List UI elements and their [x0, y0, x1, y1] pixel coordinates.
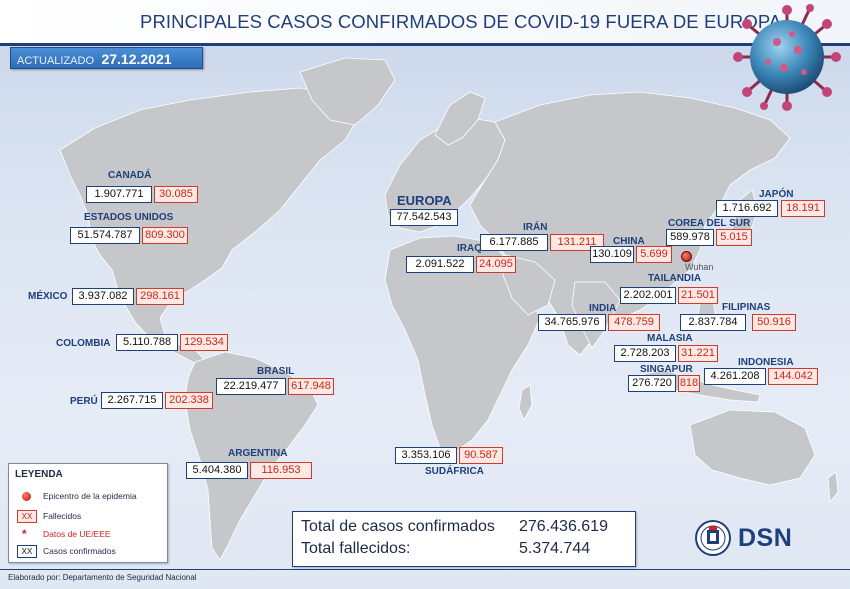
legend: LEYENDA Epicentro de la epidemia XX Fall…: [8, 463, 168, 563]
deaths-box-indonesia: 144.042: [768, 368, 818, 385]
asterisk-icon: *: [22, 527, 27, 541]
deaths-box-malasia: 31.221: [678, 345, 718, 362]
cases-box-europa: 77.542.543: [390, 209, 458, 226]
region-label-mexico: MÉXICO: [28, 291, 68, 302]
legend-cases-sample: XX: [17, 545, 37, 558]
region-label-canada: CANADÁ: [108, 170, 152, 181]
cases-box-mexico: 3.937.082: [72, 288, 134, 305]
cases-box-colombia: 5.110.788: [116, 334, 178, 351]
updated-date: 27.12.2021: [101, 51, 172, 67]
wuhan-label: Wuhan: [685, 262, 714, 272]
region-label-china: CHINA: [613, 236, 645, 247]
deaths-box-peru: 202.338: [165, 392, 213, 409]
region-label-peru: PERÚ: [70, 396, 98, 407]
region-label-singapur: SINGAPUR: [640, 364, 693, 375]
australia-landmass: [689, 409, 816, 486]
region-label-indonesia: INDONESIA: [738, 357, 794, 368]
legend-row-epicenter: Epicentro de la epidemia: [13, 489, 168, 505]
legend-deaths-text: Fallecidos: [43, 511, 82, 521]
cases-box-canada: 1.907.771: [86, 186, 152, 203]
legend-row-deaths: XX Fallecidos: [13, 509, 168, 525]
south-america-landmass: [184, 351, 319, 561]
region-label-iran: IRÁN: [523, 222, 548, 233]
cases-box-japon: 1.716.692: [716, 200, 778, 217]
cases-box-peru: 2.267.715: [101, 392, 163, 409]
page-title: PRINCIPALES CASOS CONFIRMADOS DE COVID-1…: [140, 11, 782, 32]
region-label-malasia: MALASIA: [647, 333, 693, 344]
cases-box-usa: 51.574.787: [70, 227, 140, 244]
region-label-india: INDIA: [589, 303, 617, 314]
region-label-filipinas: FILIPINAS: [722, 302, 771, 313]
deaths-box-singapur: 818: [678, 375, 700, 392]
legend-epicenter-text: Epicentro de la epidemia: [43, 491, 137, 501]
scandinavia-landmass: [434, 91, 486, 146]
deaths-box-canada: 30.085: [154, 186, 198, 203]
deaths-box-corea: 5.015: [716, 229, 752, 246]
total-deaths-label: Total fallecidos:: [301, 540, 411, 557]
dsn-logo-text: DSN: [738, 524, 793, 552]
deaths-box-china: 5.699: [636, 246, 672, 263]
region-label-brasil: BRASIL: [257, 366, 295, 377]
legend-cases-text: Casos confirmados: [43, 546, 116, 556]
cases-box-brasil: 22.219.477: [216, 378, 286, 395]
total-deaths-value: 5.374.744: [519, 540, 591, 557]
region-label-corea: COREA DEL SUR: [668, 218, 751, 229]
region-label-sudafrica: SUDÁFRICA: [425, 466, 484, 477]
legend-title: LEYENDA: [15, 469, 63, 480]
arabia-landmass: [502, 254, 556, 316]
deaths-box-usa: 809.300: [142, 227, 188, 244]
cases-box-india: 34.765.976: [538, 314, 606, 331]
cases-box-argentina: 5.404.380: [186, 462, 248, 479]
deaths-box-india: 478.759: [608, 314, 660, 331]
region-label-colombia: COLOMBIA: [56, 338, 111, 349]
madagascar-landmass: [518, 384, 533, 421]
deaths-box-tailandia: 21.501: [678, 287, 718, 304]
footer-credit: Elaborado por: Departamento de Seguridad…: [8, 573, 197, 582]
deaths-box-sudafrica: 90.587: [459, 447, 503, 464]
new-zealand-landmass: [827, 471, 839, 504]
updated-label: ACTUALIZADO: [17, 55, 95, 67]
deaths-box-filipinas: 50.916: [752, 314, 796, 331]
updated-badge: ACTUALIZADO 27.12.2021: [10, 47, 203, 69]
legend-row-eu: * Datos de UE/EEE: [13, 527, 168, 543]
cases-box-singapur: 276.720: [628, 375, 676, 392]
cases-box-corea: 589.978: [666, 229, 714, 246]
region-label-europa: EUROPA: [397, 193, 452, 208]
cases-box-china: 130.109: [590, 246, 634, 263]
legend-deaths-sample: XX: [17, 510, 37, 523]
cases-box-indonesia: 4.261.208: [704, 368, 766, 385]
deaths-box-japon: 18.191: [781, 200, 825, 217]
region-label-japon: JAPÓN: [759, 189, 794, 200]
region-label-argentina: ARGENTINA: [228, 448, 288, 459]
cases-box-sudafrica: 3.353.106: [395, 447, 457, 464]
epicenter-marker: [681, 251, 692, 262]
cases-box-malasia: 2.728.203: [614, 345, 676, 362]
deaths-box-brasil: 617.948: [288, 378, 334, 395]
totals-panel: Total de casos confirmados 276.436.619 T…: [292, 511, 636, 567]
cases-box-iraq: 2.091.522: [406, 256, 474, 273]
legend-row-cases: XX Casos confirmados: [13, 544, 168, 560]
total-cases-label: Total de casos confirmados: [301, 518, 495, 535]
deaths-box-argentina: 116.953: [250, 462, 312, 479]
cases-box-iran: 6.177.885: [480, 234, 548, 251]
deaths-box-mexico: 298.161: [136, 288, 184, 305]
dsn-seal-icon: [695, 520, 731, 556]
footer-divider: [0, 569, 850, 570]
cases-box-tailandia: 2.202.001: [620, 287, 676, 304]
region-label-tailandia: TAILANDIA: [648, 273, 702, 284]
coronavirus-icon: [733, 4, 841, 111]
greenland-landmass: [299, 57, 396, 126]
region-label-usa: ESTADOS UNIDOS: [84, 212, 174, 223]
cases-box-filipinas: 2.837.784: [680, 314, 746, 331]
deaths-box-colombia: 129.534: [180, 334, 228, 351]
region-label-iraq: IRAQ: [457, 243, 482, 254]
header-band: [0, 0, 850, 46]
total-cases-value: 276.436.619: [519, 518, 608, 535]
deaths-box-iraq: 24.095: [476, 256, 516, 273]
epicenter-icon: [22, 492, 31, 501]
legend-eu-text: Datos de UE/EEE: [43, 529, 111, 539]
